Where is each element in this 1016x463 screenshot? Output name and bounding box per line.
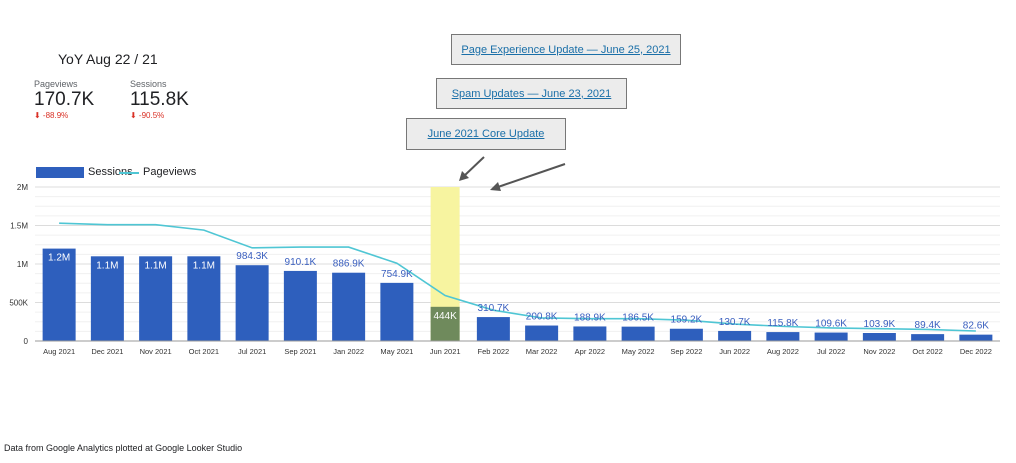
legend-sessions-swatch [36, 167, 84, 178]
bar [139, 256, 173, 341]
bar [959, 334, 993, 341]
x-tick-label: May 2021 [380, 347, 413, 356]
bar [90, 256, 124, 341]
x-tick-label: Dec 2021 [91, 347, 123, 356]
x-tick-label: Jul 2022 [817, 347, 845, 356]
data-label: 109.6K [815, 319, 847, 330]
bar [669, 328, 703, 341]
legend-sessions-label: Sessions [88, 166, 133, 178]
bar [766, 332, 800, 341]
x-tick-label: Aug 2021 [43, 347, 75, 356]
x-tick-label: Feb 2022 [478, 347, 510, 356]
pageviews-line [59, 222, 976, 332]
data-label: 984.3K [236, 251, 268, 262]
data-label: 910.1K [285, 257, 317, 268]
metric-pageviews: Pageviews 170.7K ⬇ -88.9% [34, 79, 94, 120]
x-tick-label: Nov 2021 [140, 347, 172, 356]
x-tick-label: Aug 2022 [767, 347, 799, 356]
annotation-spam-link[interactable]: Spam Updates — June 23, 2021 [451, 87, 612, 100]
x-tick-label: Jun 2022 [719, 347, 750, 356]
bar [573, 326, 607, 341]
x-tick-label: Jul 2021 [238, 347, 266, 356]
annotation-spam: Spam Updates — June 23, 2021 [436, 78, 627, 109]
arrow-icon [497, 163, 566, 188]
metric-sessions: Sessions 115.8K ⬇ -90.5% [130, 79, 189, 120]
metric-value: 115.8K [130, 89, 189, 110]
arrowhead-icon [459, 171, 469, 181]
bar [525, 325, 559, 341]
metric-label: Pageviews [34, 79, 78, 89]
x-tick-label: Dec 2022 [960, 347, 992, 356]
data-label: 1.1M [96, 260, 118, 271]
arrow-icon [463, 156, 485, 177]
x-tick-label: Oct 2021 [189, 347, 219, 356]
data-label: 130.7K [719, 317, 751, 328]
bar [862, 332, 896, 341]
data-label: 1.2M [48, 253, 70, 264]
data-label: 754.9K [381, 269, 413, 280]
bar [718, 330, 752, 341]
x-tick-label: Mar 2022 [526, 347, 558, 356]
data-label: 115.8K [767, 318, 798, 329]
data-label: 444K [433, 311, 457, 322]
bar [814, 332, 848, 341]
y-tick-label: 1M [17, 260, 28, 269]
data-label: 186.5K [622, 313, 654, 324]
data-label: 89.4K [915, 320, 941, 331]
data-label: 159.2K [671, 315, 703, 326]
annotation-page-experience-link[interactable]: Page Experience Update — June 25, 2021 [461, 43, 671, 56]
y-tick-label: 1.5M [10, 222, 28, 231]
y-tick-label: 500K [9, 299, 28, 308]
annotation-core-link[interactable]: June 2021 Core Update [427, 128, 545, 140]
x-tick-label: Jan 2022 [333, 347, 364, 356]
data-label: 310.7K [478, 303, 510, 314]
bar [430, 306, 460, 341]
data-label: 200.8K [526, 312, 558, 323]
x-tick-label: May 2022 [622, 347, 655, 356]
metric-label: Sessions [130, 79, 167, 89]
bar [476, 317, 510, 341]
data-label: 188.9K [574, 312, 606, 323]
bar [235, 265, 269, 341]
bar [380, 282, 414, 341]
data-label: 1.1M [145, 260, 167, 271]
data-label: 886.9K [333, 259, 365, 270]
metric-change: ⬇ -90.5% [130, 111, 165, 120]
legend-pageviews-label: Pageviews [143, 166, 197, 178]
legend-pageviews-swatch [119, 172, 139, 174]
y-tick-label: 0 [24, 337, 29, 346]
x-tick-label: Oct 2022 [912, 347, 942, 356]
data-label: 103.9K [864, 319, 896, 330]
chart-title: YoY Aug 22 / 21 [58, 51, 158, 67]
bar [42, 248, 76, 341]
metric-change: ⬇ -88.9% [34, 111, 69, 120]
annotation-core: June 2021 Core Update [406, 118, 566, 150]
x-tick-label: Apr 2022 [575, 347, 605, 356]
data-label: 1.1M [193, 260, 215, 271]
footer-note: Data from Google Analytics plotted at Go… [4, 443, 243, 453]
x-tick-label: Sep 2021 [284, 347, 316, 356]
annotation-page-experience: Page Experience Update — June 25, 2021 [451, 34, 681, 65]
x-tick-label: Jun 2021 [430, 347, 461, 356]
metric-value: 170.7K [34, 89, 95, 110]
bar [621, 326, 655, 341]
bar [283, 270, 317, 341]
data-label: 82.6K [963, 321, 989, 332]
bar [911, 334, 945, 341]
y-tick-label: 2M [17, 183, 28, 192]
x-tick-label: Sep 2022 [670, 347, 702, 356]
arrowhead-icon [490, 182, 501, 191]
x-tick-label: Nov 2022 [863, 347, 895, 356]
bar [332, 272, 366, 341]
bar [187, 256, 221, 341]
